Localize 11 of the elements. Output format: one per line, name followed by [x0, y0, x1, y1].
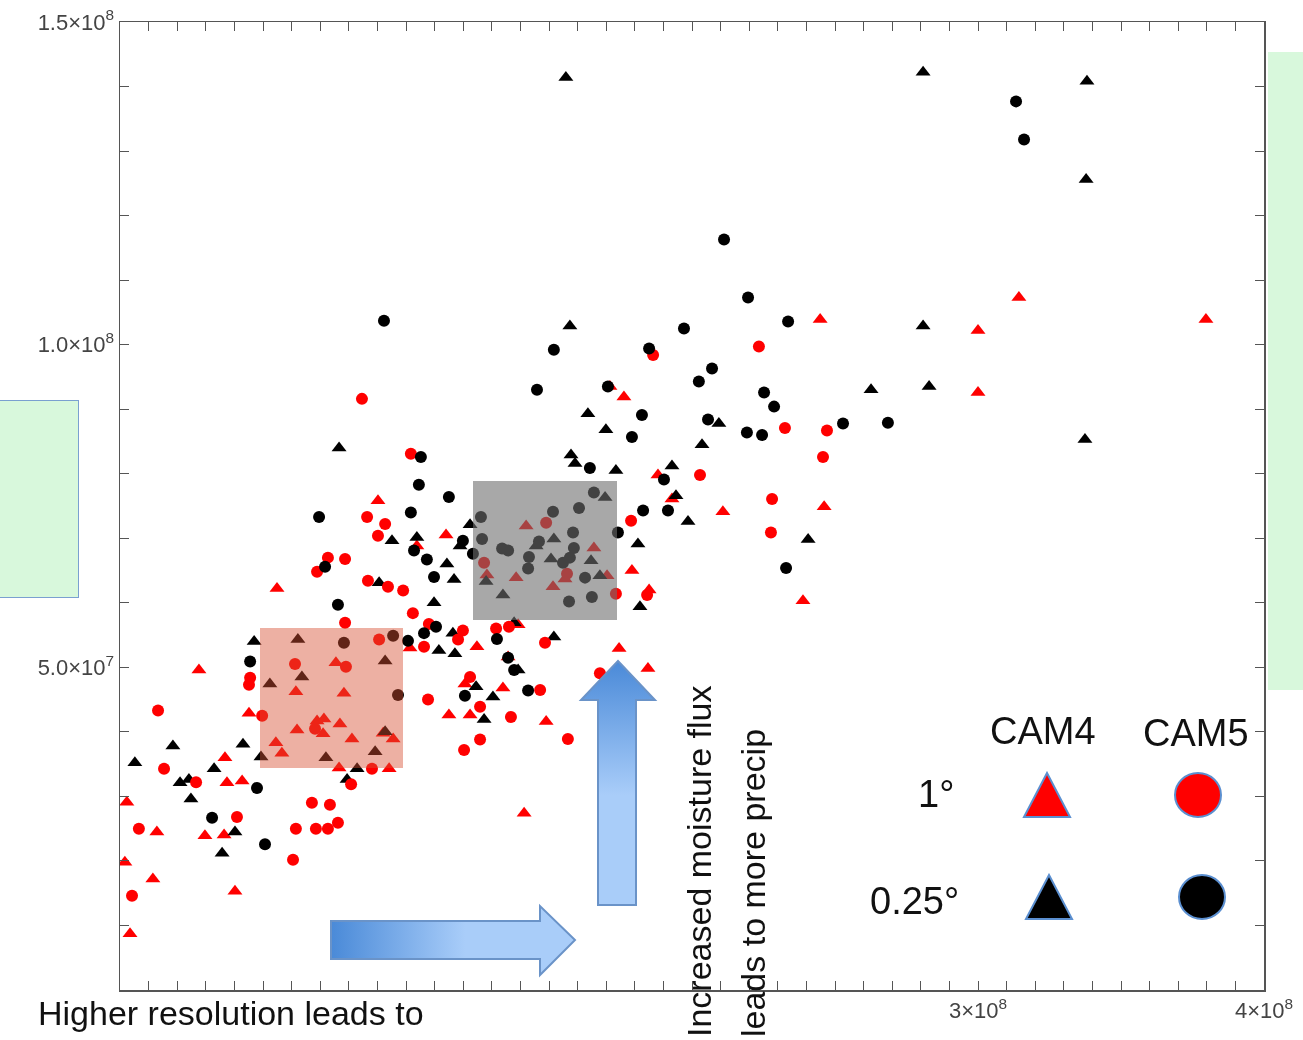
annotation: 1° [918, 773, 955, 817]
annotation: CAM4 [990, 710, 1096, 754]
annotation: Increased moisture flux leads to more precip [679, 684, 774, 1037]
x-tick-label: 3×10$^{8}$ [948, 994, 1008, 1023]
y-tick-label: 5.0×10$^{7}$ [37, 651, 115, 681]
annotation: CAM5 [1143, 712, 1249, 756]
y-tick-label: 1.0×10$^{8}$ [37, 329, 115, 358]
x-tick-label: 4×10$^{8}$ [1234, 994, 1294, 1023]
text: Higher resolution leads to [38, 994, 424, 1034]
y-tick-label: 1.5×10$^{8}$ [37, 6, 115, 35]
annotation: 0.25° [870, 880, 960, 924]
